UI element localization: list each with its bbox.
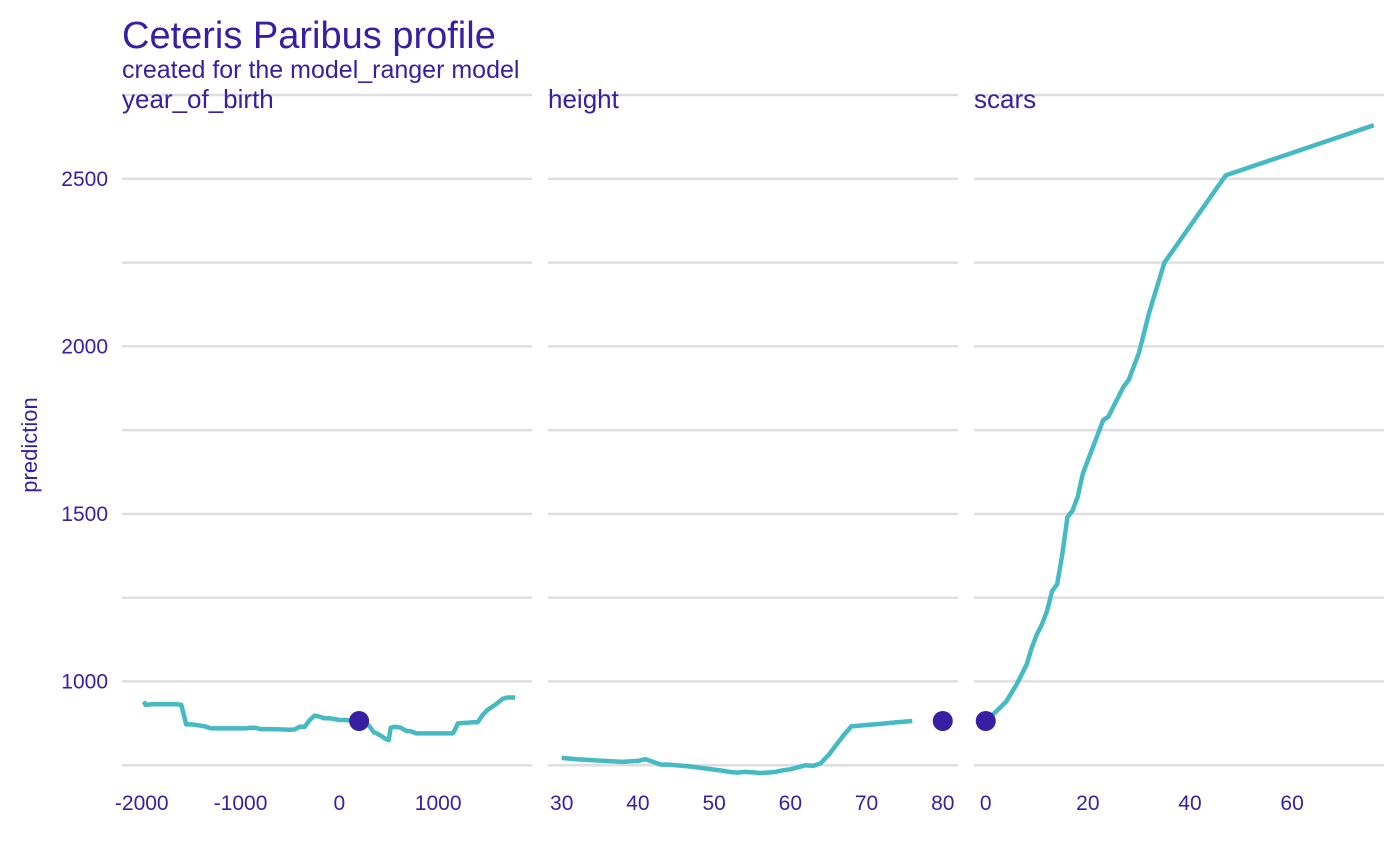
x-tick-label: 0 — [334, 792, 346, 815]
chart-title: Ceteris Paribus profile — [122, 15, 496, 57]
y-tick-label: 1000 — [61, 670, 108, 693]
x-tick-label: 0 — [980, 792, 992, 815]
profile-line-scars — [984, 123, 1375, 723]
x-tick-label: 20 — [1076, 792, 1099, 815]
y-axis-label: prediction — [17, 397, 42, 492]
x-tick-label: -2000 — [115, 792, 169, 815]
x-tick-label: -1000 — [214, 792, 268, 815]
y-axis-ticks: 1000 1500 2000 2500 — [61, 168, 108, 694]
x-tick-label: 60 — [1280, 792, 1303, 815]
observation-points — [349, 711, 996, 732]
x-tick-label: 1000 — [415, 792, 462, 815]
profile-line-year-of-birth — [141, 695, 516, 743]
x-tick-label: 30 — [550, 792, 573, 815]
panel-strip-labels: year_of_birth height scars — [122, 84, 1036, 114]
panel-label-height: height — [548, 84, 620, 114]
panel-label-year-of-birth: year_of_birth — [122, 84, 274, 114]
x-tick-label: 60 — [779, 792, 802, 815]
x-tick-label: 70 — [855, 792, 878, 815]
y-tick-label: 2500 — [61, 168, 108, 191]
x-axis-ticks: -2000 -1000 0 1000 30 40 50 60 70 80 0 20 40 60 — [115, 792, 1304, 815]
observation-point-height — [932, 711, 953, 732]
x-tick-label: 50 — [702, 792, 725, 815]
observation-point-scars — [975, 711, 996, 732]
profile-line-height — [561, 718, 913, 776]
grid-layer — [122, 93, 1384, 767]
x-tick-label: 40 — [626, 792, 649, 815]
profile-lines — [141, 123, 1375, 776]
y-tick-label: 2000 — [61, 335, 108, 358]
chart-subtitle: created for the model_ranger model — [122, 56, 520, 84]
y-tick-label: 1500 — [61, 503, 108, 526]
observation-point-year-of-birth — [349, 711, 370, 732]
x-tick-label: 40 — [1178, 792, 1201, 815]
panel-label-scars: scars — [974, 84, 1036, 114]
x-tick-label: 80 — [931, 792, 954, 815]
